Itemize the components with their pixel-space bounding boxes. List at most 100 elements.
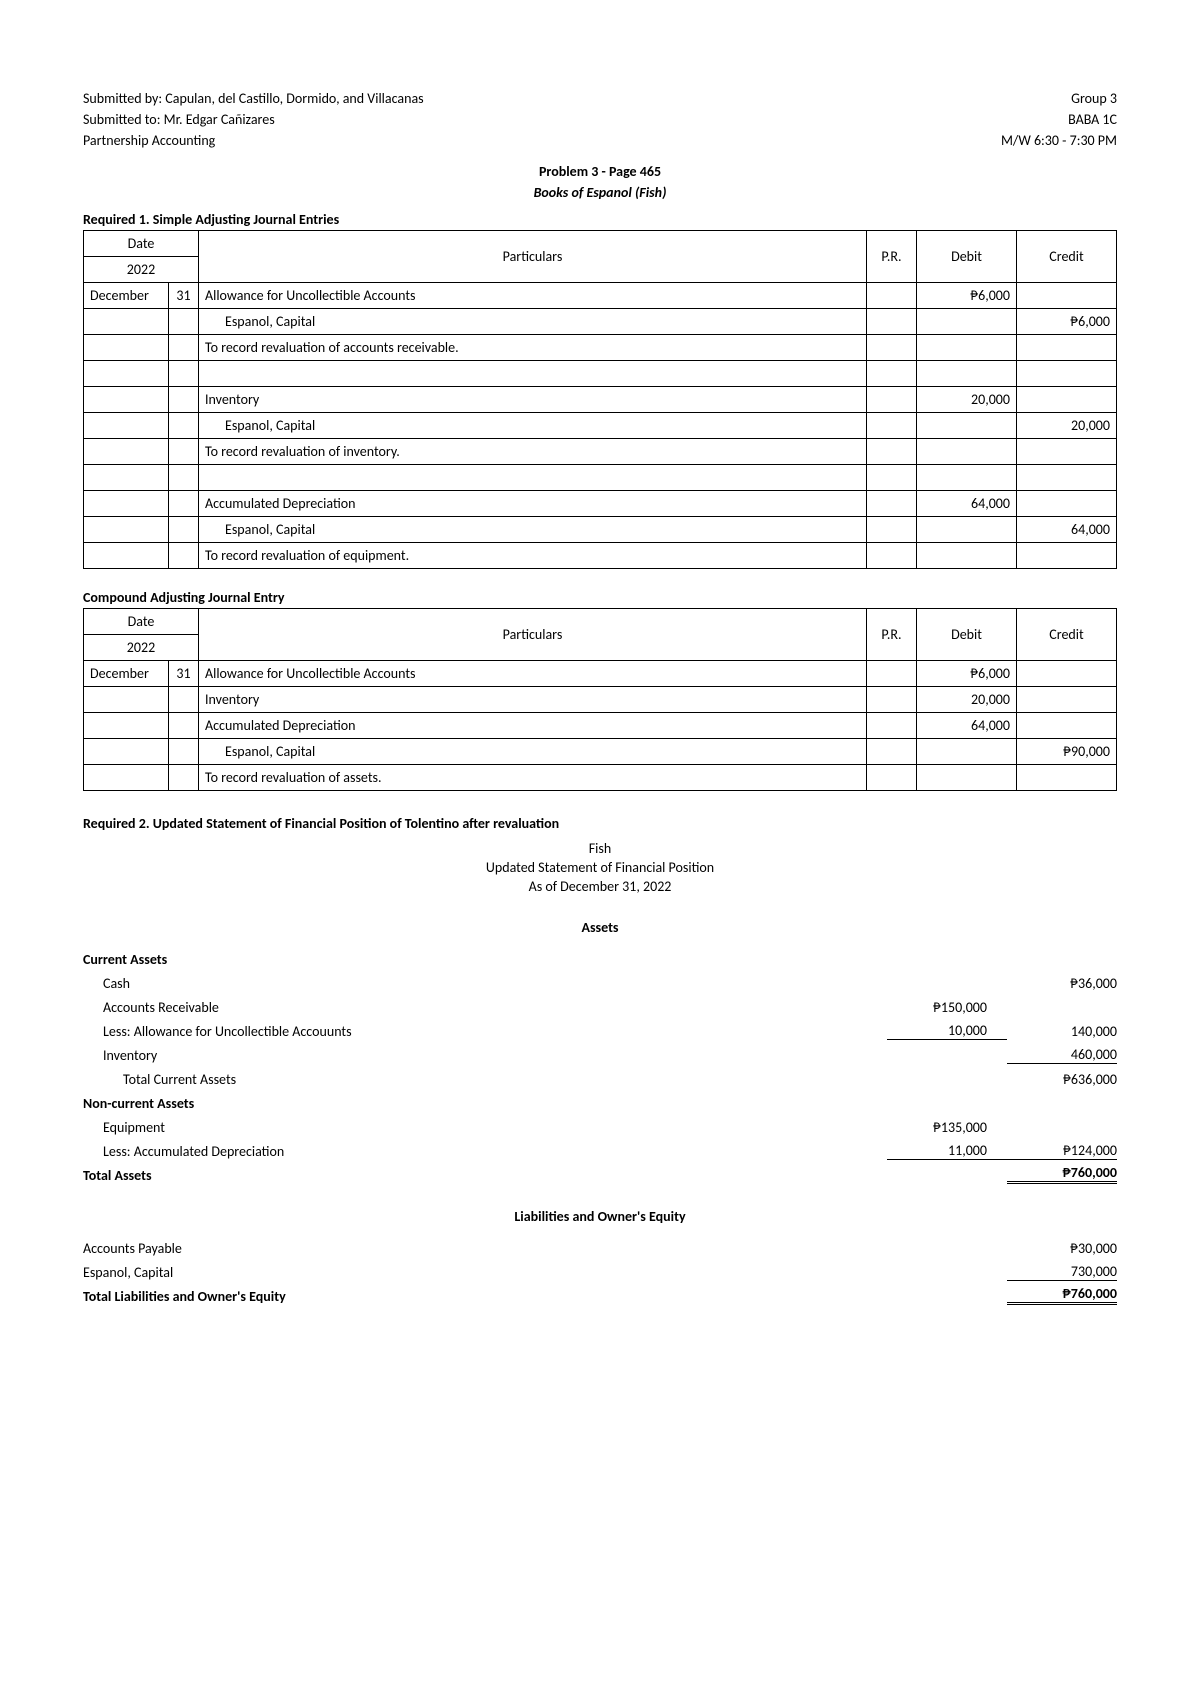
ap-col2: ₱30,000: [1007, 1240, 1117, 1257]
group-label: Group 3: [1071, 90, 1117, 107]
cell-particulars: Allowance for Uncollectible Accounts: [199, 283, 867, 309]
th-date2: Date: [84, 609, 199, 635]
cell-month: [84, 335, 169, 361]
cell-debit: [917, 439, 1017, 465]
cell-debit: 64,000: [917, 713, 1017, 739]
journal-table-2: Date Particulars P.R. Debit Credit 2022 …: [83, 608, 1117, 791]
table-row: To record revaluation of assets.: [84, 765, 1117, 791]
equipment-label: Equipment: [83, 1119, 887, 1136]
table-row: Espanol, Capital20,000: [84, 413, 1117, 439]
cell-month: [84, 543, 169, 569]
cell-pr: [867, 309, 917, 335]
table-row: Accumulated Depreciation 64,000: [84, 491, 1117, 517]
cell-credit: [1017, 465, 1117, 491]
table-row: Inventory20,000: [84, 387, 1117, 413]
table-row: To record revaluation of inventory.: [84, 439, 1117, 465]
cell-particulars: Accumulated Depreciation: [199, 713, 867, 739]
cell-month: [84, 765, 169, 791]
cell-credit: [1017, 543, 1117, 569]
cell-pr: [867, 543, 917, 569]
cell-month: [84, 687, 169, 713]
cell-pr: [867, 335, 917, 361]
cell-particulars: Accumulated Depreciation: [199, 491, 867, 517]
cell-day: [169, 491, 199, 517]
table-row: Accumulated Depreciation 64,000: [84, 713, 1117, 739]
cell-particulars: To record revaluation of inventory.: [199, 439, 867, 465]
cell-day: [169, 439, 199, 465]
cell-credit: [1017, 687, 1117, 713]
books-title: Books of Espanol (Fish): [83, 184, 1117, 201]
cell-pr: [867, 413, 917, 439]
total-current-col2: ₱636,000: [1007, 1071, 1117, 1088]
th-pr: P.R.: [867, 231, 917, 283]
cell-credit: [1017, 387, 1117, 413]
required1-title: Required 1. Simple Adjusting Journal Ent…: [83, 211, 1117, 228]
cell-credit: [1017, 713, 1117, 739]
cell-month: [84, 387, 169, 413]
th-debit: Debit: [917, 231, 1017, 283]
capital-label: Espanol, Capital: [83, 1264, 887, 1281]
cell-pr: [867, 491, 917, 517]
liab-heading: Liabilities and Owner's Equity: [83, 1208, 1117, 1225]
th-credit: Credit: [1017, 231, 1117, 283]
cell-day: [169, 765, 199, 791]
cell-credit: [1017, 661, 1117, 687]
cell-month: [84, 739, 169, 765]
cell-particulars: To record revaluation of assets.: [199, 765, 867, 791]
cell-month: December: [84, 661, 169, 687]
cell-particulars: To record revaluation of equipment.: [199, 543, 867, 569]
cell-credit: ₱90,000: [1017, 739, 1117, 765]
cell-pr: [867, 739, 917, 765]
total-current-label: Total Current Assets: [83, 1071, 887, 1088]
cell-credit: ₱6,000: [1017, 309, 1117, 335]
table-row: Inventory20,000: [84, 687, 1117, 713]
ar-col1: ₱150,000: [887, 999, 1007, 1016]
table-row: Espanol, Capital64,000: [84, 517, 1117, 543]
cell-month: December: [84, 283, 169, 309]
cell-pr: [867, 713, 917, 739]
cell-day: [169, 387, 199, 413]
cell-particulars: Inventory: [199, 687, 867, 713]
submitted-by: Submitted by: Capulan, del Castillo, Dor…: [83, 90, 424, 107]
th-particulars: Particulars: [199, 231, 867, 283]
schedule-label: M/W 6:30 - 7:30 PM: [1001, 132, 1117, 149]
total-liab-col2: ₱760,000: [1007, 1285, 1117, 1305]
cell-particulars: To record revaluation of accounts receiv…: [199, 335, 867, 361]
cell-month: [84, 309, 169, 335]
cell-day: [169, 335, 199, 361]
cell-day: [169, 739, 199, 765]
cell-day: [169, 309, 199, 335]
cell-particulars: Espanol, Capital: [199, 517, 867, 543]
stmt-title: Updated Statement of Financial Position: [83, 859, 1117, 876]
cell-debit: [917, 739, 1017, 765]
cell-debit: ₱6,000: [917, 283, 1017, 309]
cell-month: [84, 713, 169, 739]
compound-title: Compound Adjusting Journal Entry: [83, 589, 1117, 606]
cell-credit: [1017, 335, 1117, 361]
cell-pr: [867, 687, 917, 713]
table-row: [84, 465, 1117, 491]
cell-month: [84, 361, 169, 387]
problem-title: Problem 3 - Page 465: [83, 163, 1117, 180]
section-label: BABA 1C: [1068, 111, 1117, 128]
cell-day: [169, 465, 199, 491]
cell-particulars: Inventory: [199, 387, 867, 413]
allowance-col2: 140,000: [1007, 1023, 1117, 1040]
th-pr2: P.R.: [867, 609, 917, 661]
cell-month: [84, 439, 169, 465]
required2-title: Required 2. Updated Statement of Financi…: [83, 815, 1117, 832]
cell-debit: [917, 765, 1017, 791]
cell-pr: [867, 465, 917, 491]
stmt-date: As of December 31, 2022: [83, 878, 1117, 895]
total-liab-label: Total Liabilities and Owner's Equity: [83, 1288, 887, 1305]
inventory-col2: 460,000: [1007, 1046, 1117, 1064]
cell-day: 31: [169, 283, 199, 309]
table-row: [84, 361, 1117, 387]
cell-pr: [867, 361, 917, 387]
depreciation-col1: 11,000: [887, 1142, 1007, 1160]
th-debit2: Debit: [917, 609, 1017, 661]
cell-debit: 64,000: [917, 491, 1017, 517]
current-assets-label: Current Assets: [83, 951, 887, 968]
th-credit2: Credit: [1017, 609, 1117, 661]
cell-credit: [1017, 491, 1117, 517]
